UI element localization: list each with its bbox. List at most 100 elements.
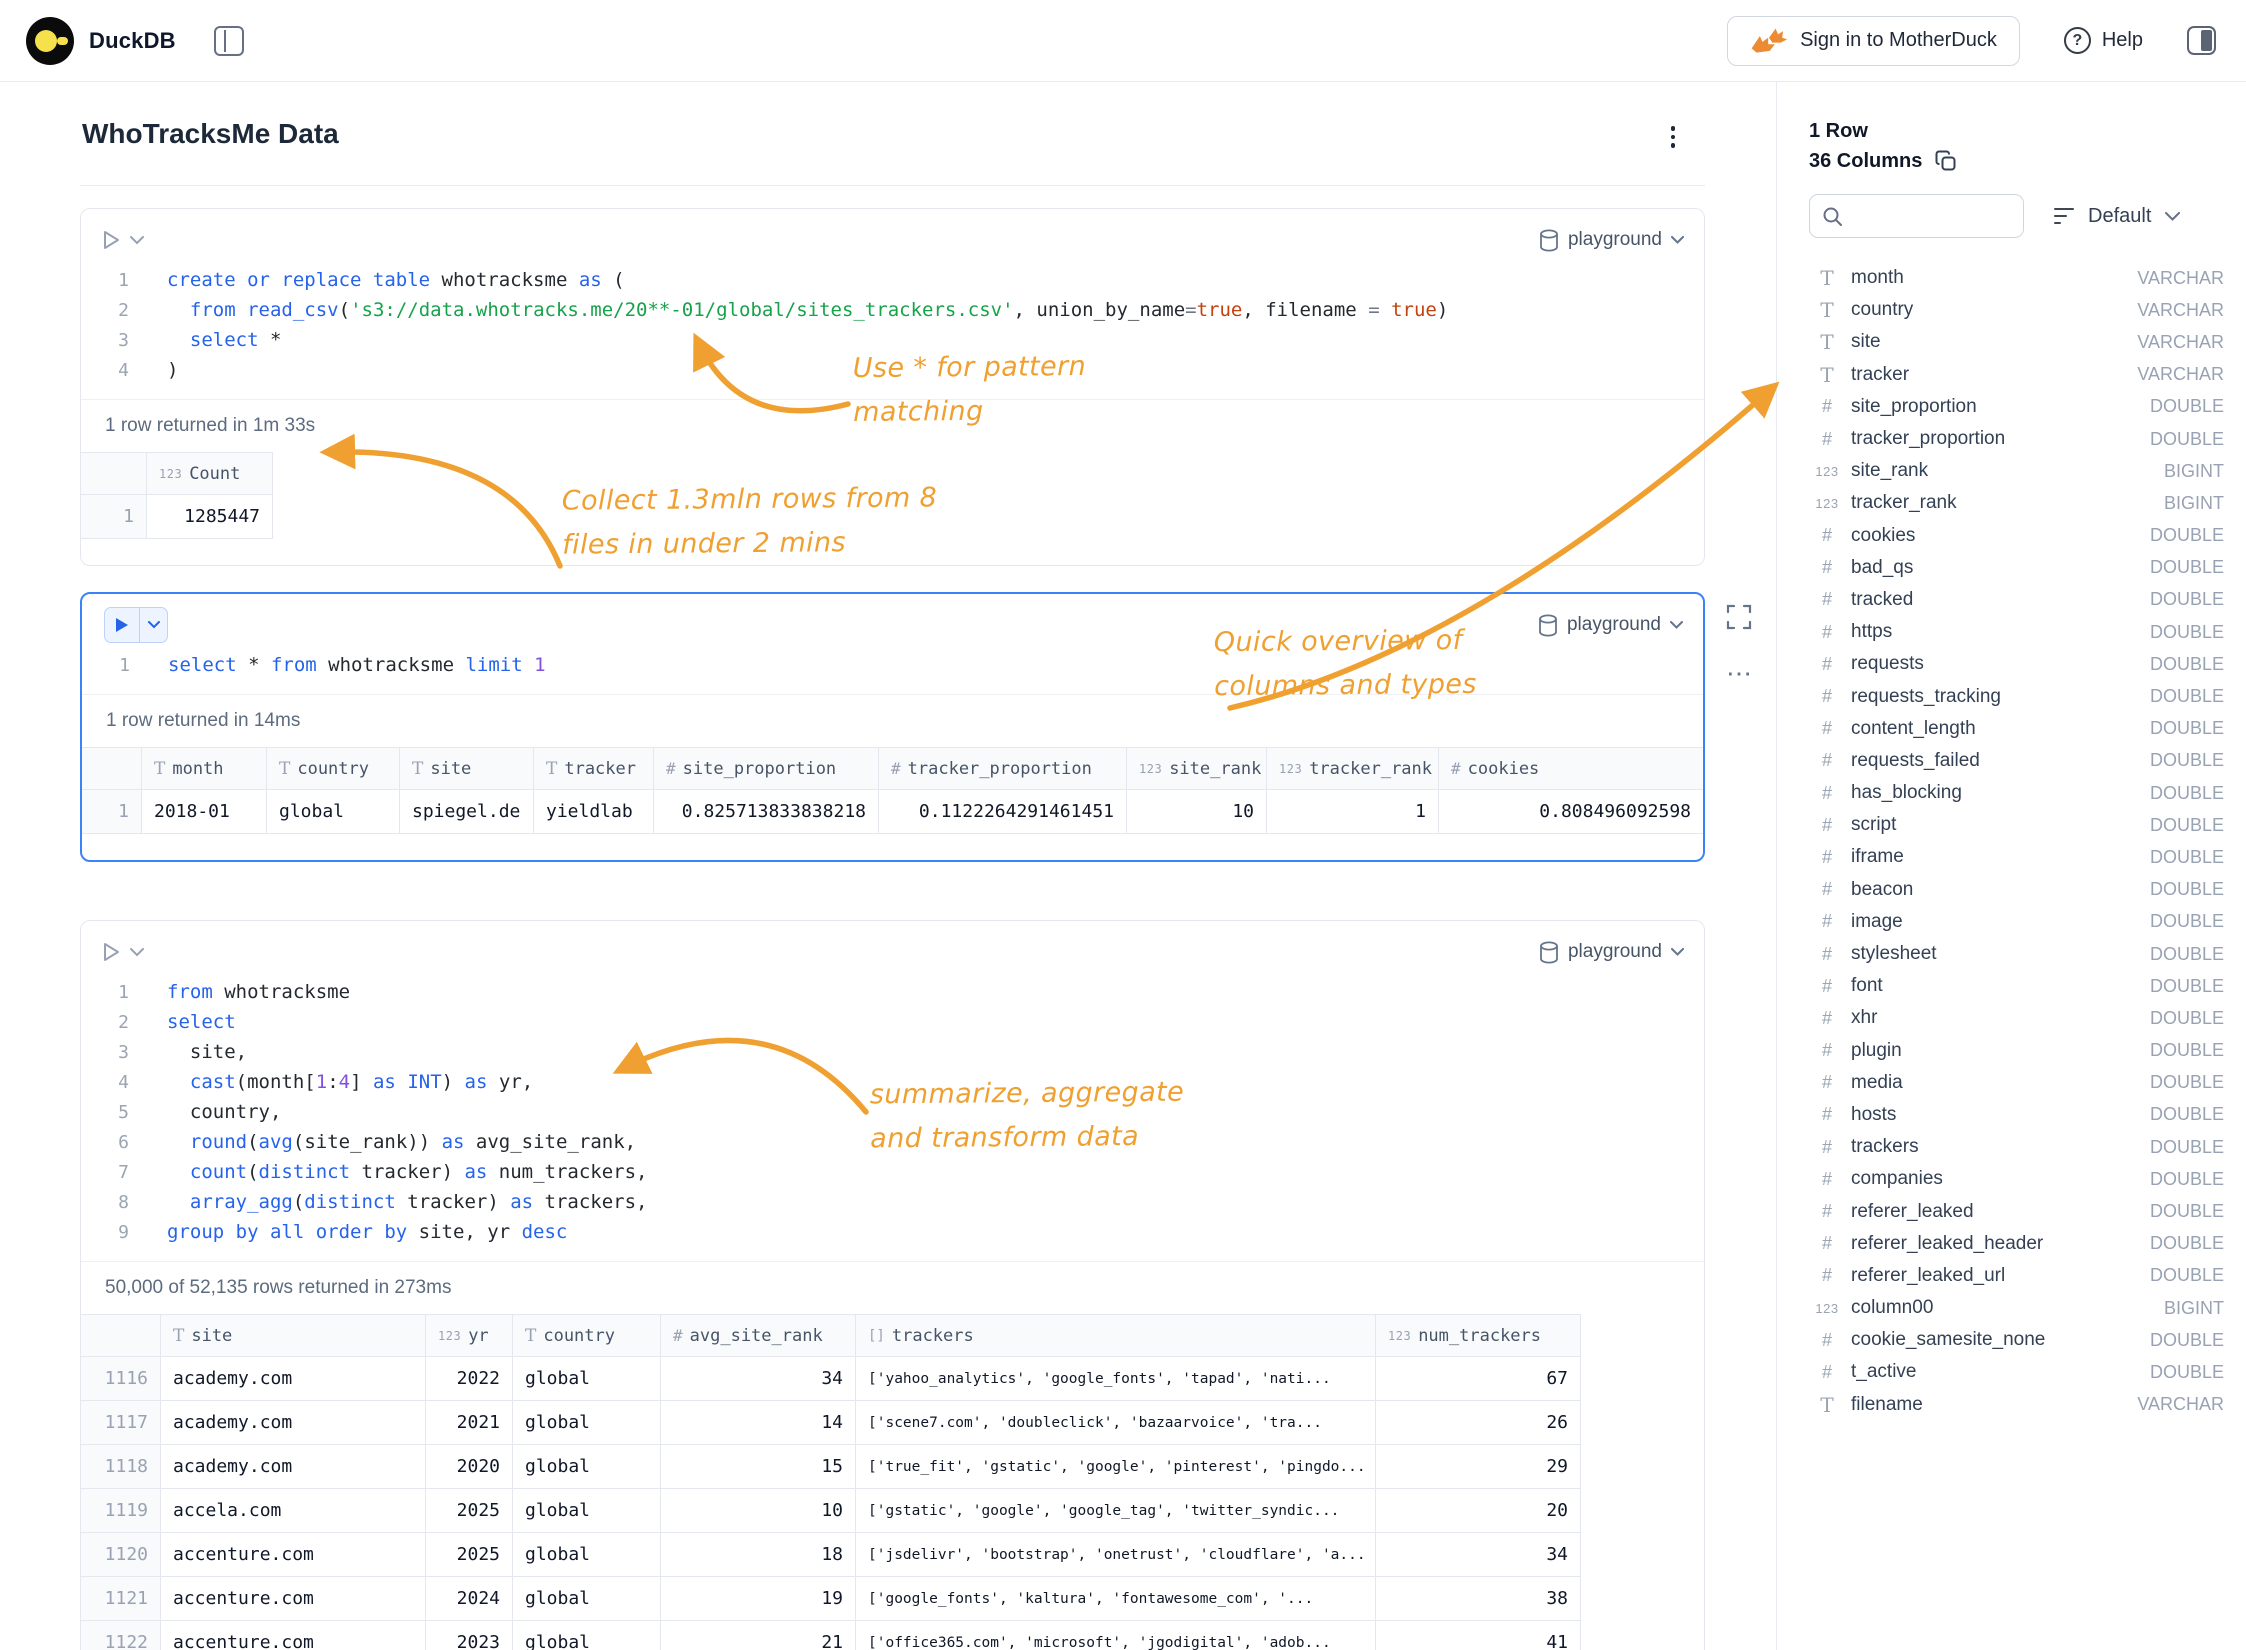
column-header[interactable]: 123 yr (426, 1315, 513, 1357)
table-cell[interactable]: global (513, 1489, 661, 1533)
sidebar-column-item[interactable]: # xhr DOUBLE (1809, 1002, 2224, 1034)
table-cell[interactable]: 2018-01 (142, 790, 267, 834)
code-line[interactable]: 2 from read_csv('s3://data.whotracks.me/… (81, 295, 1704, 325)
table-cell[interactable]: ['scene7.com', 'doubleclick', 'bazaarvoi… (856, 1401, 1376, 1445)
table-cell[interactable]: 0.808496092598 (1439, 790, 1703, 834)
sidebar-column-item[interactable]: # script DOUBLE (1809, 809, 2224, 841)
table-cell[interactable]: 21 (661, 1621, 856, 1650)
database-picker[interactable]: playground (1539, 229, 1684, 252)
table-cell[interactable]: accela.com (161, 1489, 426, 1533)
column-header[interactable]: 123 tracker_rank (1267, 748, 1439, 790)
table-cell[interactable]: 26 (1376, 1401, 1581, 1445)
table-cell[interactable]: ['google_fonts', 'kaltura', 'fontawesome… (856, 1577, 1376, 1621)
column-search-input[interactable] (1809, 194, 2024, 238)
sidebar-column-item[interactable]: # beacon DOUBLE (1809, 874, 2224, 906)
sidebar-column-item[interactable]: # companies DOUBLE (1809, 1163, 2224, 1195)
sidebar-column-item[interactable]: # plugin DOUBLE (1809, 1035, 2224, 1067)
table-cell[interactable]: accenture.com (161, 1621, 426, 1650)
sidebar-column-item[interactable]: # cookie_samesite_none DOUBLE (1809, 1324, 2224, 1356)
sign-in-button[interactable]: Sign in to MotherDuck (1727, 15, 2020, 66)
sidebar-column-item[interactable]: # stylesheet DOUBLE (1809, 938, 2224, 970)
sidebar-column-item[interactable]: # iframe DOUBLE (1809, 841, 2224, 873)
sidebar-column-item[interactable]: # tracker_proportion DOUBLE (1809, 423, 2224, 455)
column-header[interactable]: 123 site_rank (1127, 748, 1267, 790)
column-header[interactable]: 123 Count (147, 453, 273, 495)
table-cell[interactable]: 14 (661, 1401, 856, 1445)
table-cell[interactable]: 34 (1376, 1533, 1581, 1577)
code-line[interactable]: 1 from whotracksme (81, 977, 1704, 1007)
table-cell[interactable]: academy.com (161, 1445, 426, 1489)
code-line[interactable]: 4 cast (month[1:4] as INT) as yr, (81, 1067, 1704, 1097)
copy-icon[interactable] (1934, 149, 1958, 173)
table-cell[interactable]: global (513, 1357, 661, 1401)
table-cell[interactable]: accenture.com (161, 1533, 426, 1577)
sidebar-column-item[interactable]: # https DOUBLE (1809, 616, 2224, 648)
expand-cell-icon[interactable] (1726, 604, 1752, 635)
sidebar-column-item[interactable]: 123 site_rank BIGINT (1809, 455, 2224, 487)
table-cell[interactable]: 67 (1376, 1357, 1581, 1401)
code-line[interactable]: 1 create or replace table whotracksme as … (81, 265, 1704, 295)
column-header[interactable]: # tracker_proportion (879, 748, 1127, 790)
table-cell[interactable]: 2022 (426, 1357, 513, 1401)
table-cell[interactable]: yieldlab (534, 790, 654, 834)
column-header[interactable]: # cookies (1439, 748, 1703, 790)
more-options-icon[interactable]: ⋯ (1726, 658, 1752, 688)
sidebar-column-item[interactable]: # bad_qs DOUBLE (1809, 552, 2224, 584)
table-cell[interactable]: 10 (661, 1489, 856, 1533)
table-cell[interactable]: 41 (1376, 1621, 1581, 1650)
column-header[interactable]: # site_proportion (654, 748, 879, 790)
table-cell[interactable]: academy.com (161, 1401, 426, 1445)
table-cell[interactable]: spiegel.de (400, 790, 534, 834)
database-picker[interactable]: playground (1538, 614, 1683, 637)
table-cell[interactable]: 2024 (426, 1577, 513, 1621)
table-cell[interactable]: 1285447 (147, 495, 273, 539)
right-panel-toggle-icon[interactable] (2187, 26, 2216, 55)
table-cell[interactable]: 2023 (426, 1621, 513, 1650)
table-cell[interactable]: academy.com (161, 1357, 426, 1401)
table-cell[interactable]: 18 (661, 1533, 856, 1577)
code-line[interactable]: 1 select * from whotracksme limit 1 (82, 650, 1703, 680)
sidebar-column-item[interactable]: # hosts DOUBLE (1809, 1099, 2224, 1131)
table-cell[interactable]: ['office365.com', 'microsoft', 'jgodigit… (856, 1621, 1376, 1650)
code-line[interactable]: 5 country, (81, 1097, 1704, 1127)
table-cell[interactable]: 0.825713833838218 (654, 790, 879, 834)
table-cell[interactable]: 2020 (426, 1445, 513, 1489)
code-line[interactable]: 8 array_agg(distinct tracker) as tracker… (81, 1187, 1704, 1217)
table-cell[interactable]: ['yahoo_analytics', 'google_fonts', 'tap… (856, 1357, 1376, 1401)
sidebar-column-item[interactable]: # image DOUBLE (1809, 906, 2224, 938)
code-editor[interactable]: 1 create or replace table whotracksme as … (81, 257, 1704, 399)
sidebar-column-item[interactable]: # media DOUBLE (1809, 1067, 2224, 1099)
sidebar-column-item[interactable]: # site_proportion DOUBLE (1809, 391, 2224, 423)
sidebar-column-item[interactable]: # requests_tracking DOUBLE (1809, 680, 2224, 712)
help-button[interactable]: ? Help (2063, 27, 2143, 54)
sidebar-column-item[interactable]: # referer_leaked DOUBLE (1809, 1195, 2224, 1227)
table-cell[interactable]: 15 (661, 1445, 856, 1489)
table-cell[interactable]: 1 (1267, 790, 1439, 834)
run-cell-button[interactable] (103, 230, 144, 250)
sidebar-column-item[interactable]: 123 column00 BIGINT (1809, 1292, 2224, 1324)
code-line[interactable]: 6 round(avg (site_rank)) as avg_site_rank… (81, 1127, 1704, 1157)
code-editor[interactable]: 1 select * from whotracksme limit 1 (82, 642, 1703, 694)
code-line[interactable]: 3 select * (81, 325, 1704, 355)
table-cell[interactable]: 10 (1127, 790, 1267, 834)
code-editor[interactable]: 1 from whotracksme 2 select 3 site, 4 cast (mo… (81, 969, 1704, 1261)
sidebar-column-item[interactable]: # font DOUBLE (1809, 970, 2224, 1002)
table-cell[interactable]: global (513, 1621, 661, 1650)
table-cell[interactable]: 20 (1376, 1489, 1581, 1533)
sidebar-column-item[interactable]: # content_length DOUBLE (1809, 713, 2224, 745)
code-line[interactable]: 4) (81, 355, 1704, 385)
sort-order-dropdown[interactable]: Default (2054, 205, 2181, 228)
column-header[interactable]: 123 num_trackers (1376, 1315, 1581, 1357)
database-picker[interactable]: playground (1539, 941, 1684, 964)
table-cell[interactable]: ['jsdelivr', 'bootstrap', 'onetrust', 'c… (856, 1533, 1376, 1577)
